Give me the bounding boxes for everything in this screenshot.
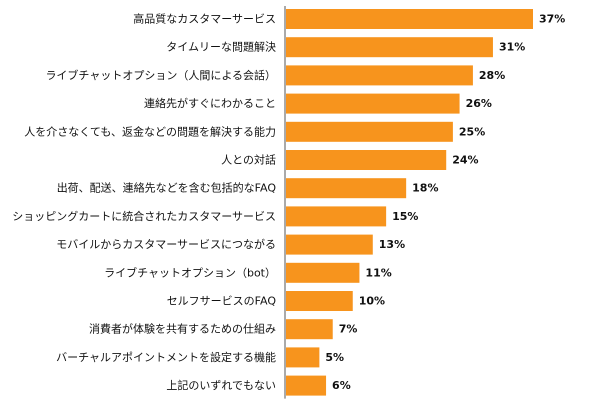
value-label: 6% — [332, 379, 351, 392]
value-label: 13% — [379, 238, 405, 251]
category-label: モバイルからカスタマーサービスにつながる — [56, 237, 276, 251]
value-label: 37% — [539, 13, 565, 26]
value-label: 26% — [466, 97, 492, 110]
bar — [286, 93, 460, 114]
bar — [286, 375, 327, 396]
value-label: 15% — [392, 210, 418, 223]
category-label: ショッピングカートに統合されたカスタマーサービス — [12, 209, 276, 223]
bar — [286, 234, 373, 255]
value-label: 25% — [459, 125, 485, 138]
bar — [286, 9, 533, 29]
category-label: 上記のいずれでもない — [166, 378, 276, 392]
value-label: 31% — [499, 41, 525, 54]
category-label: 消費者が体験を共有するための仕組み — [89, 322, 276, 336]
bar — [286, 291, 353, 311]
category-label: バーチャルアポイントメントを設定する機能 — [56, 350, 276, 364]
bar — [286, 65, 473, 86]
bar — [286, 347, 320, 368]
value-label: 24% — [452, 154, 478, 167]
category-label: セルフサービスのFAQ — [167, 295, 277, 308]
category-label: タイムリーな問題解決 — [166, 40, 276, 54]
value-label: 28% — [479, 69, 505, 82]
bar — [286, 178, 407, 199]
bar — [286, 206, 387, 227]
value-label: 10% — [359, 295, 385, 308]
category-label: 人との対話 — [221, 153, 276, 167]
category-label: 出荷、配送、連絡先などを含む包括的なFAQ — [57, 181, 277, 195]
category-label: 人を介さなくても、返金などの問題を解決する能力 — [24, 124, 276, 138]
bar — [286, 150, 447, 170]
value-label: 18% — [412, 182, 438, 195]
category-label: 高品質なカスタマーサービス — [133, 12, 276, 26]
category-label: ライブチャットオプション（bot） — [104, 265, 276, 279]
value-label: 11% — [365, 266, 391, 279]
value-label: 5% — [325, 351, 344, 364]
category-label: ライブチャットオプション（人間による会話） — [45, 68, 276, 82]
bar — [286, 37, 493, 58]
value-label: 7% — [339, 323, 358, 336]
bar — [286, 262, 360, 283]
bar — [286, 121, 453, 142]
bar — [286, 319, 333, 340]
category-label: 連絡先がすぐにわかること — [144, 96, 276, 110]
